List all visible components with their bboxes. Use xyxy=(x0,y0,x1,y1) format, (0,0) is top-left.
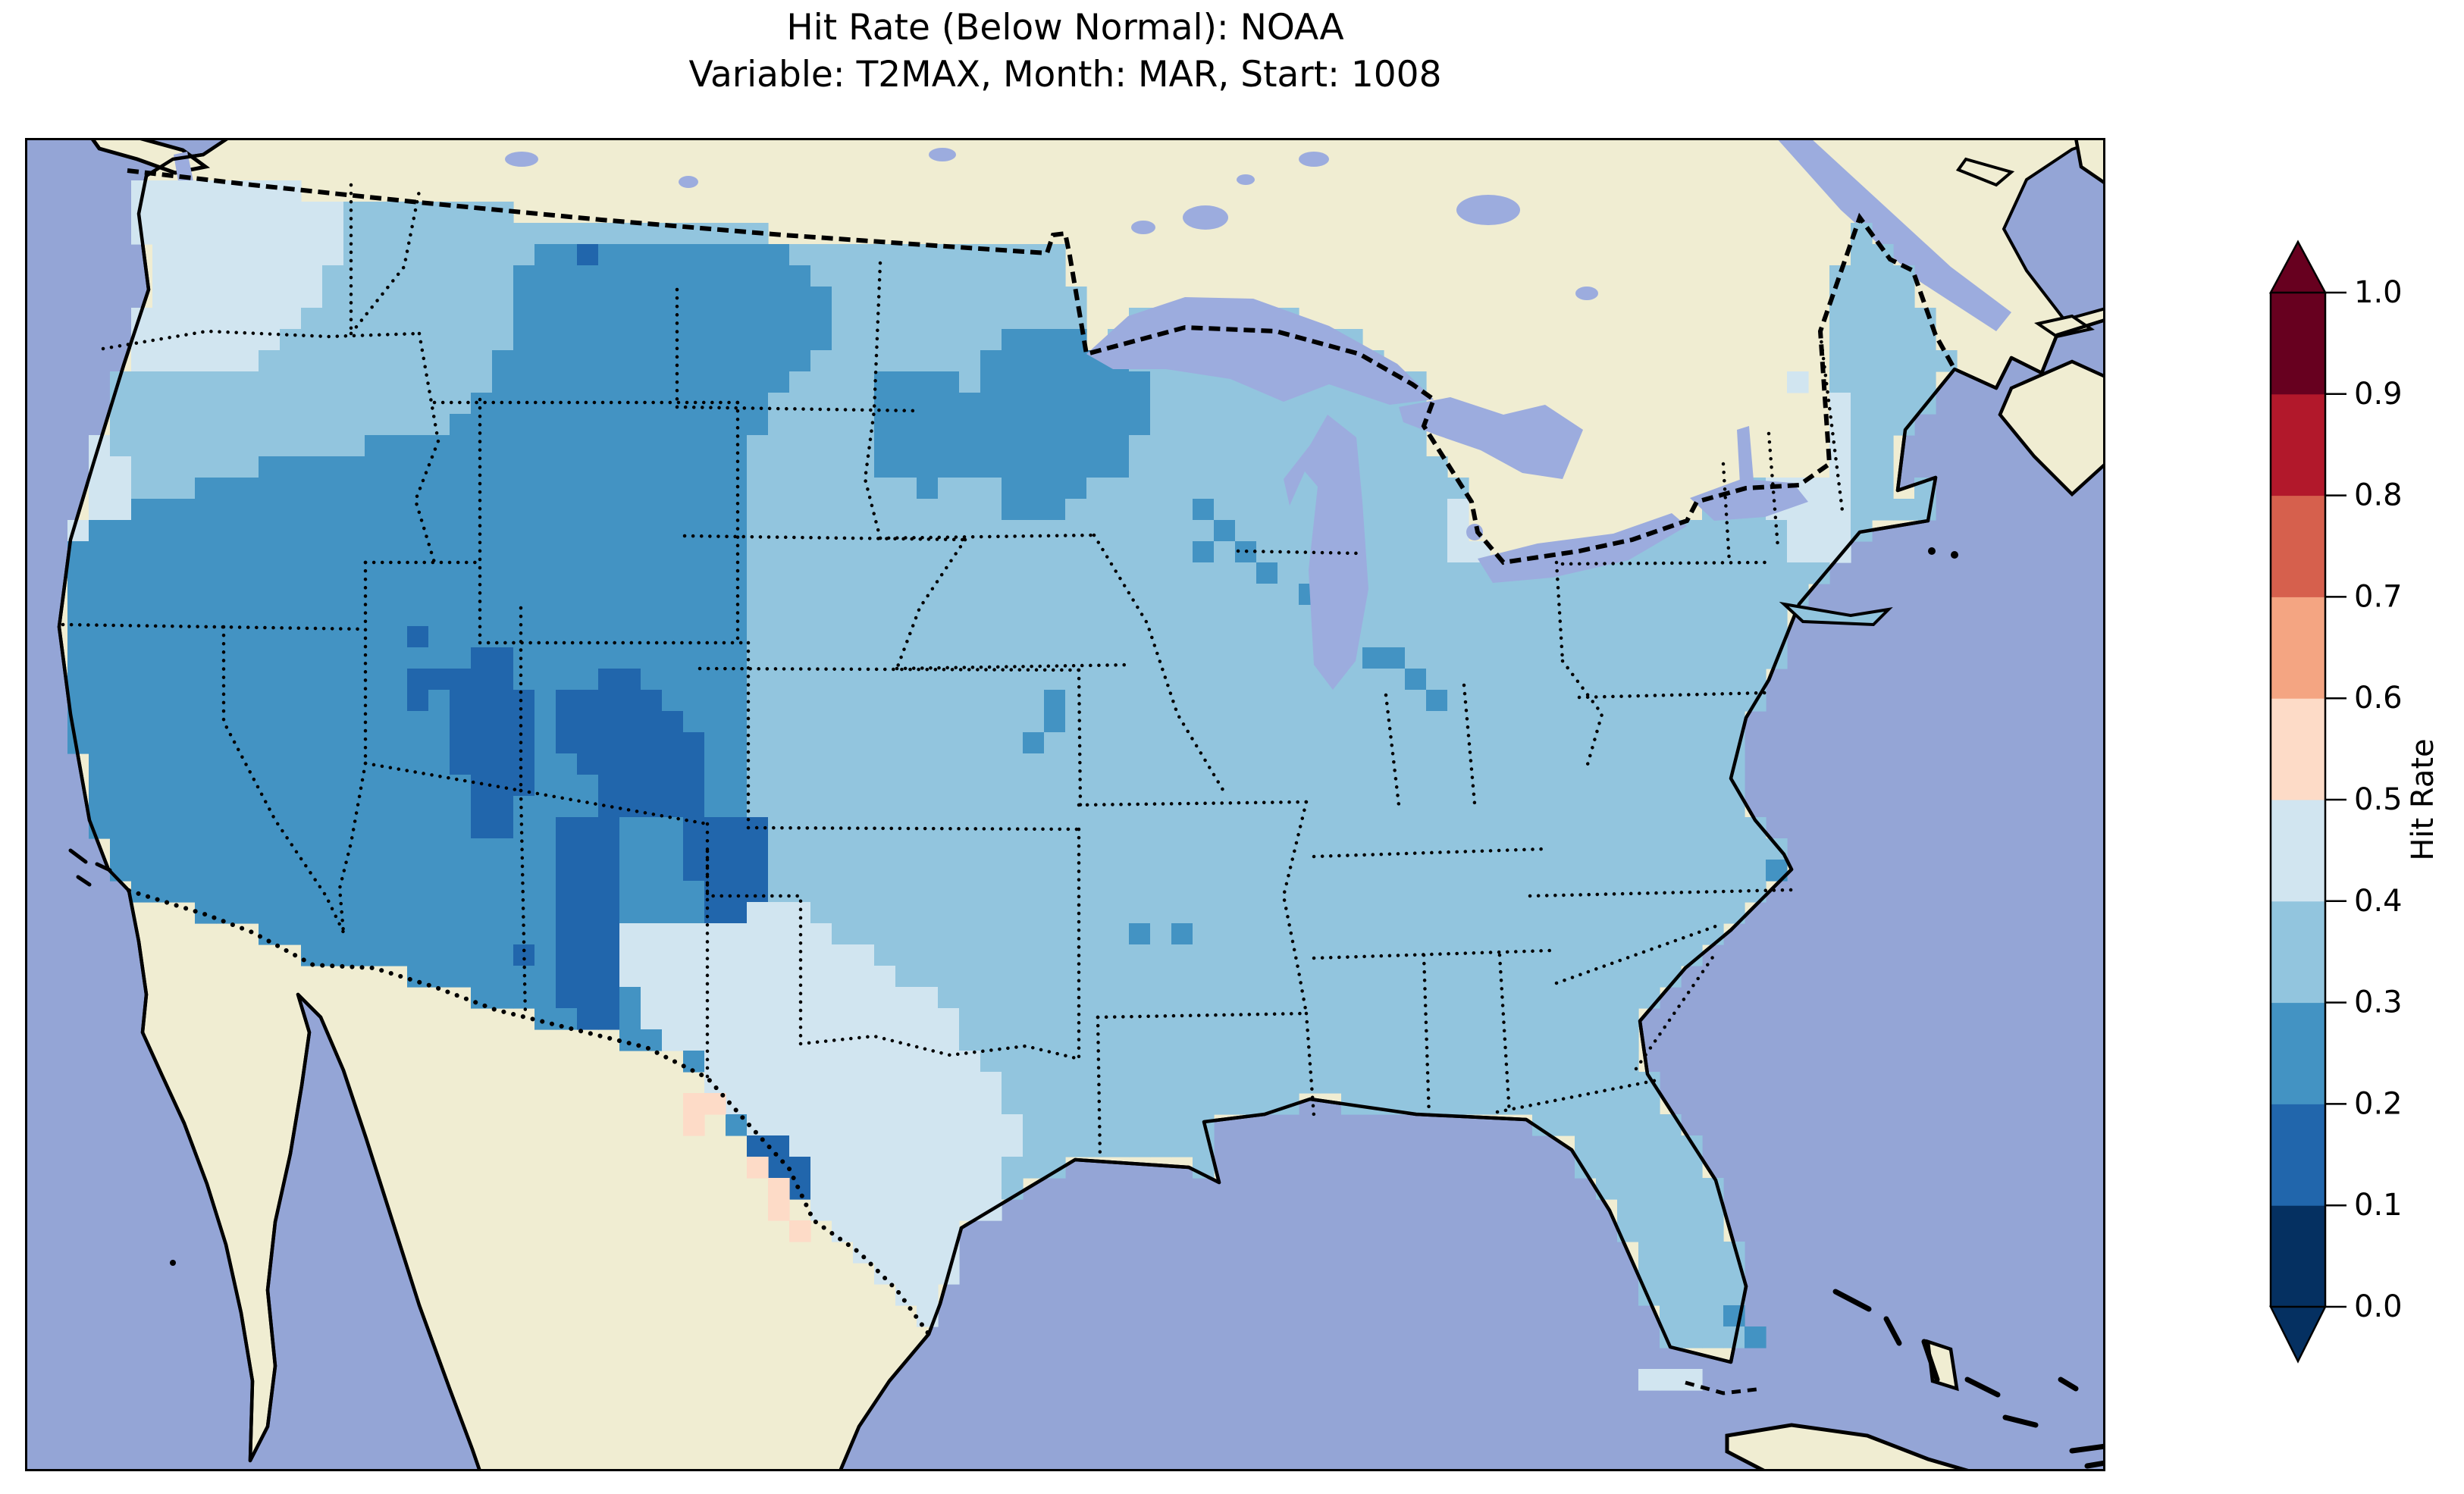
colorbar-segment xyxy=(2271,800,2325,902)
colorbar-tick-label: 0.2 xyxy=(2354,1086,2403,1121)
state-borders xyxy=(61,183,1845,1162)
small-island xyxy=(1951,551,1958,559)
anticosti-island xyxy=(1955,157,2015,187)
channel-islands xyxy=(68,848,88,864)
title-line-2: Variable: T2MAX, Month: MAR, Start: 1008 xyxy=(688,54,1442,96)
colorbar-tick-label: 0.5 xyxy=(2354,782,2403,817)
cuba xyxy=(1725,1423,1970,1471)
colorbar-tick-label: 0.8 xyxy=(2354,478,2403,513)
colorbar-tick-label: 0.7 xyxy=(2354,579,2403,614)
colorbar-tick-label: 1.0 xyxy=(2354,275,2403,310)
map-panel xyxy=(25,138,2105,1471)
colorbar: 1.0 0.9 0.8 0.7 0.6 0.5 0.4 0.3 0.2 0.1 0.0 xyxy=(2221,129,2464,1494)
great-lakes xyxy=(1086,297,1808,690)
colorbar-svg: 1.0 0.9 0.8 0.7 0.6 0.5 0.4 0.3 0.2 0.1 0.0 xyxy=(2268,240,2403,1364)
colorbar-segment xyxy=(2271,1104,2325,1206)
colorbar-extend-max-arrow xyxy=(2268,240,2328,294)
colorbar-segment xyxy=(2271,597,2325,699)
colorbar-tick-label: 0.6 xyxy=(2354,681,2403,716)
us-mexico-border xyxy=(127,888,931,1336)
hispaniola-coast xyxy=(2084,1460,2105,1469)
small-island xyxy=(170,1260,176,1266)
canada-lakes xyxy=(505,148,1872,300)
gulf-of-st-lawrence xyxy=(2002,138,2105,322)
channel-islands xyxy=(76,875,92,887)
colorbar-tick-label: 0.3 xyxy=(2354,985,2403,1020)
newfoundland xyxy=(2074,138,2105,186)
colorbar-tick-label: 0.9 xyxy=(2354,377,2403,412)
long-island xyxy=(1779,601,1893,627)
small-island xyxy=(1928,547,1936,555)
colorbar-tick-label: 0.1 xyxy=(2354,1188,2403,1223)
nova-scotia xyxy=(1998,359,2105,497)
colorbar-segment xyxy=(2271,1002,2325,1104)
florida-keys xyxy=(1685,1380,1763,1395)
st-lawrence-river xyxy=(1776,138,2011,331)
prince-edward-island xyxy=(2034,314,2095,339)
coastline xyxy=(57,138,2105,1471)
channel-islands xyxy=(95,862,112,872)
colorbar-segment xyxy=(2271,293,2325,395)
colorbar-segment xyxy=(2271,393,2325,496)
colorbar-tick-label: 0.0 xyxy=(2354,1289,2403,1324)
bahamas-islands xyxy=(1832,1289,2079,1428)
colorbar-segment xyxy=(2271,698,2325,800)
colorbar-tick-label: 0.4 xyxy=(2354,884,2403,919)
colorbar-segment xyxy=(2271,1205,2325,1308)
hispaniola-coast xyxy=(2069,1443,2105,1454)
colorbar-axis-label: Hit Rate xyxy=(2406,738,2440,861)
map-frame xyxy=(25,138,2105,1471)
colorbar-extend-min-arrow xyxy=(2268,1305,2328,1364)
figure-title: Hit Rate (Below Normal): NOAA Variable: … xyxy=(25,5,2105,99)
title-line-1: Hit Rate (Below Normal): NOAA xyxy=(786,7,1344,49)
us-canada-border xyxy=(127,168,1957,565)
colorbar-segment xyxy=(2271,495,2325,597)
colorbar-segment xyxy=(2271,900,2325,1004)
us-hit-rate-map xyxy=(25,138,2105,1471)
